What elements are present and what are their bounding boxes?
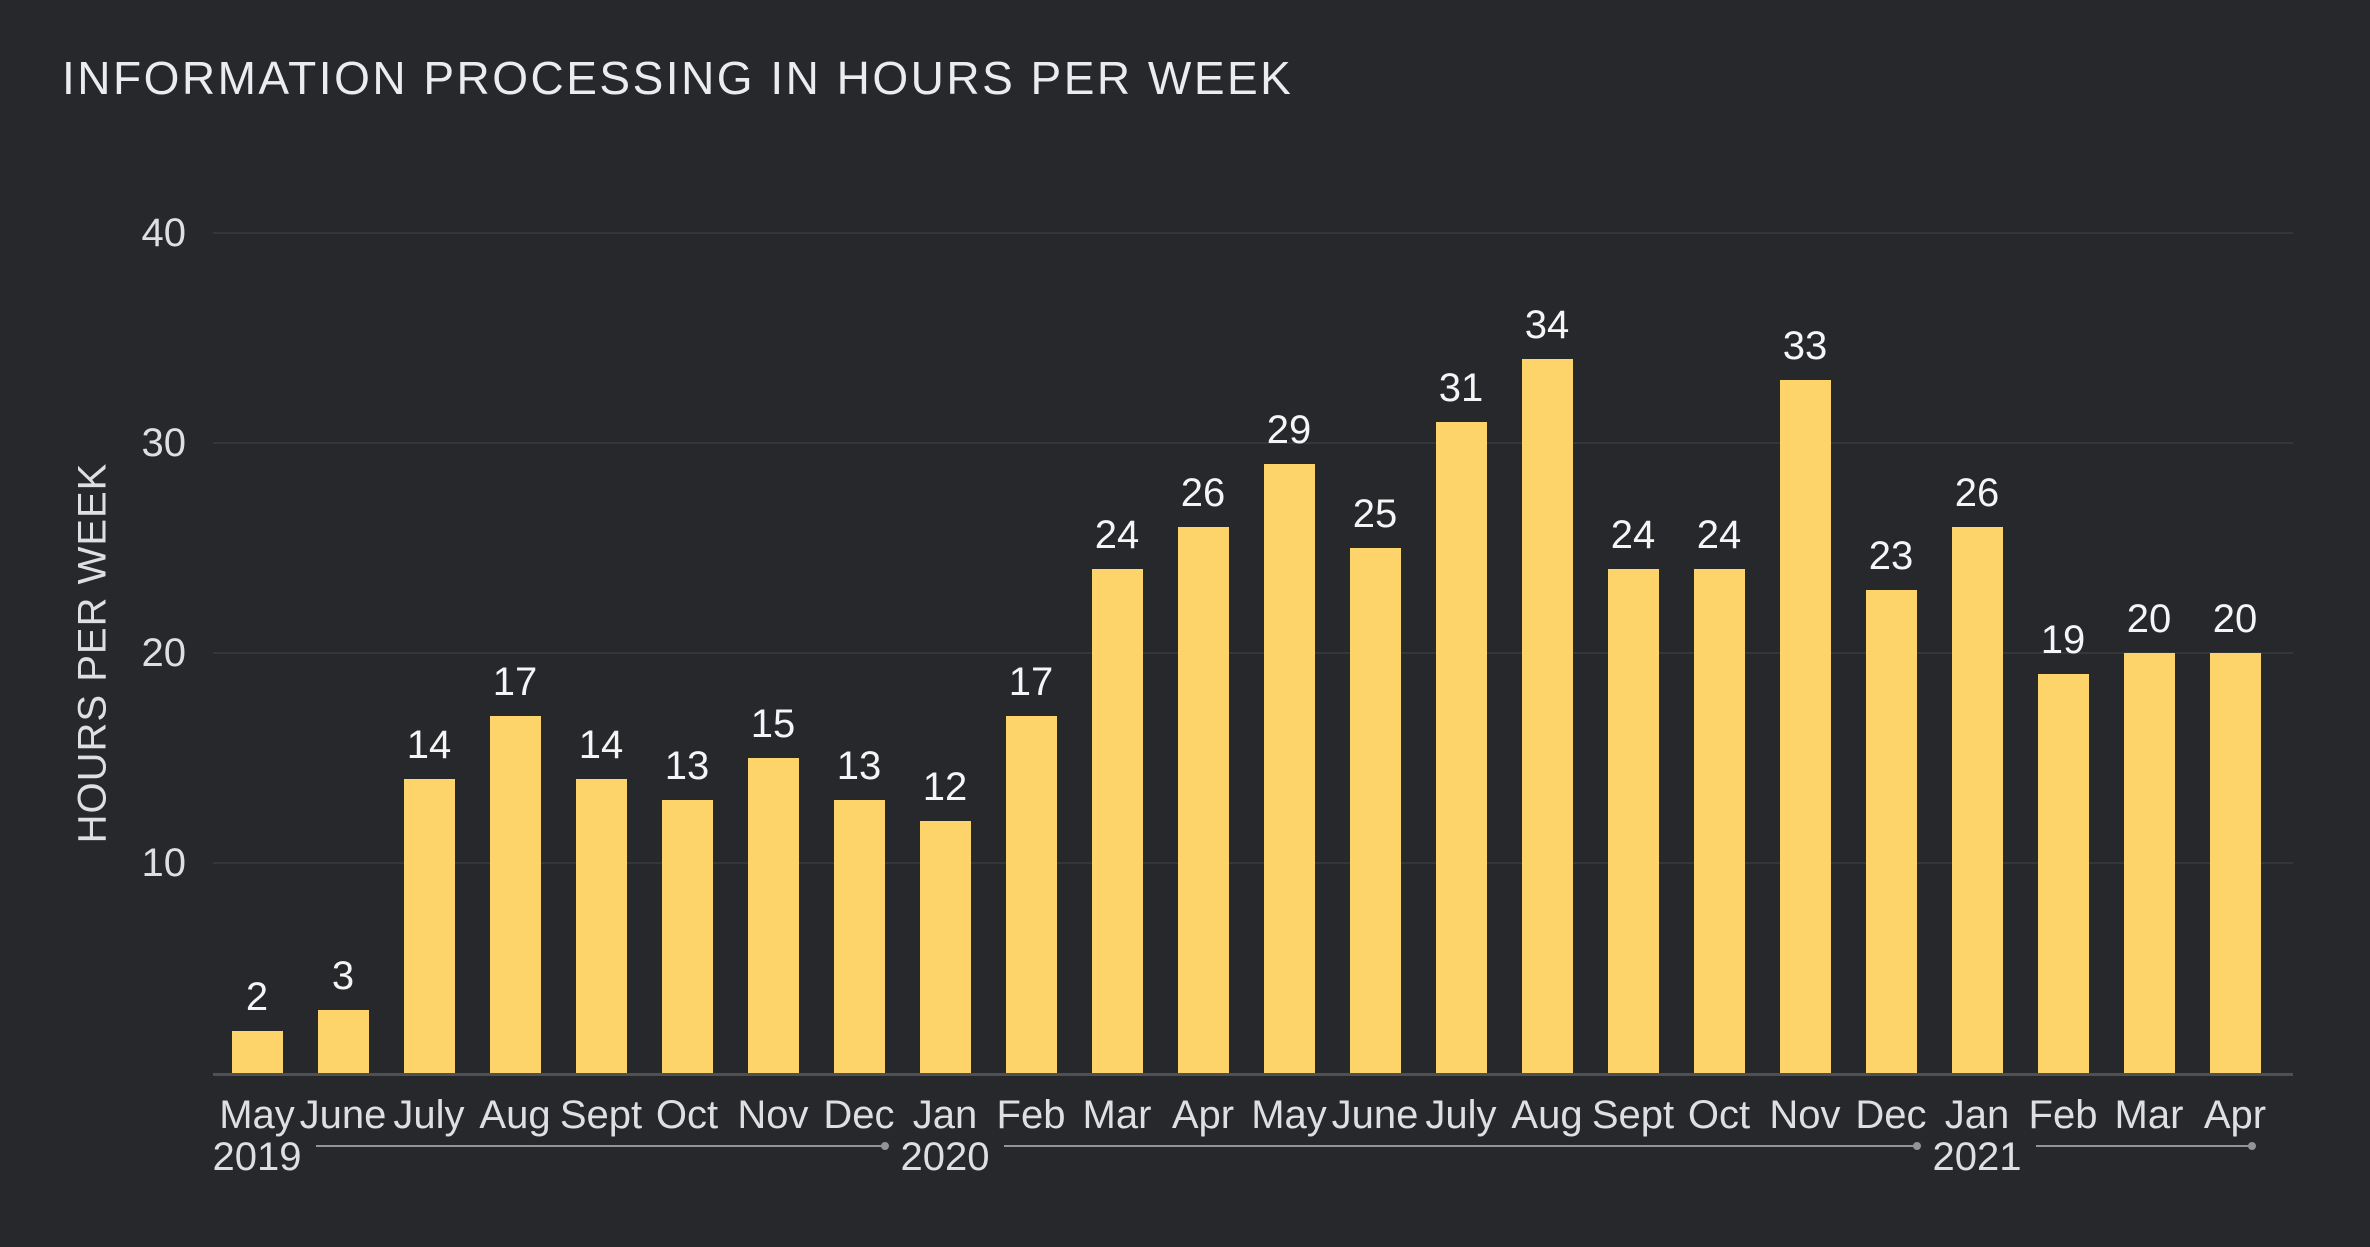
y-tick-label: 10 xyxy=(141,841,187,885)
bar-value-label: 14 xyxy=(578,723,624,767)
bar xyxy=(2209,653,2261,1073)
bar-value-label: 26 xyxy=(1954,471,2000,515)
bar xyxy=(575,779,627,1073)
month-tick-label: Apr xyxy=(2203,1093,2267,1137)
bar-value-label: 17 xyxy=(492,660,538,704)
year-label: 2019 xyxy=(212,1135,302,1179)
gridline xyxy=(213,442,2293,444)
year-connector-line xyxy=(316,1142,889,1150)
bar xyxy=(1435,422,1487,1073)
bar-value-label: 12 xyxy=(922,765,968,809)
year-label: 2020 xyxy=(900,1135,990,1179)
month-tick-label: Mar xyxy=(2114,1093,2184,1137)
bar xyxy=(1005,716,1057,1073)
month-tick-label: Nov xyxy=(1769,1093,1841,1137)
bar-value-label: 26 xyxy=(1180,471,1226,515)
gridline xyxy=(213,862,2293,864)
y-tick-label: 40 xyxy=(141,211,187,255)
bar-value-label: 3 xyxy=(331,954,355,998)
chart-title: INFORMATION PROCESSING IN HOURS PER WEEK xyxy=(62,52,1294,104)
bar xyxy=(1779,380,1831,1073)
month-tick-label: July xyxy=(1425,1093,1497,1137)
bar-value-label: 24 xyxy=(1696,513,1742,557)
bar-value-label: 15 xyxy=(750,702,796,746)
month-tick-label: Dec xyxy=(823,1093,895,1137)
bar-value-label: 20 xyxy=(2126,597,2172,641)
bar-value-label: 34 xyxy=(1524,303,1570,347)
month-tick-label: Apr xyxy=(1171,1093,1235,1137)
bar-value-label: 31 xyxy=(1438,366,1484,410)
bar-value-label: 25 xyxy=(1352,492,1398,536)
bar xyxy=(231,1031,283,1073)
year-connector-line xyxy=(2036,1142,2256,1150)
year-connector-line xyxy=(1004,1142,1921,1150)
month-tick-label: Sept xyxy=(1591,1093,1675,1137)
bar-value-label: 19 xyxy=(2040,618,2086,662)
month-tick-label: Jan xyxy=(1944,1093,2010,1137)
month-tick-label: Mar xyxy=(1082,1093,1152,1137)
bar-value-label: 13 xyxy=(664,744,710,788)
bar xyxy=(747,758,799,1073)
bar xyxy=(317,1010,369,1073)
bar-value-label: 13 xyxy=(836,744,882,788)
month-tick-label: Aug xyxy=(1511,1093,1583,1137)
bar xyxy=(1091,569,1143,1073)
month-tick-label: Oct xyxy=(655,1093,719,1137)
month-tick-label: July xyxy=(393,1093,465,1137)
bar xyxy=(2123,653,2175,1073)
month-tick-label: Nov xyxy=(737,1093,809,1137)
bar xyxy=(1693,569,1745,1073)
bar xyxy=(489,716,541,1073)
month-tick-label: Dec xyxy=(1855,1093,1927,1137)
year-label: 2021 xyxy=(1932,1135,2022,1179)
axis-baseline xyxy=(213,1073,2293,1076)
bar-value-label: 24 xyxy=(1094,513,1140,557)
bar-value-label: 23 xyxy=(1868,534,1914,578)
month-tick-label: May xyxy=(219,1093,295,1137)
month-tick-label: Jan xyxy=(912,1093,978,1137)
bar xyxy=(1865,590,1917,1073)
month-tick-label: Aug xyxy=(479,1093,551,1137)
bar-value-label: 24 xyxy=(1610,513,1656,557)
bar xyxy=(919,821,971,1073)
bar xyxy=(833,800,885,1073)
bar-value-label: 33 xyxy=(1782,324,1828,368)
bar-value-label: 17 xyxy=(1008,660,1054,704)
bar xyxy=(661,800,713,1073)
month-tick-label: Feb xyxy=(2028,1093,2098,1137)
bar-value-label: 29 xyxy=(1266,408,1312,452)
bar xyxy=(403,779,455,1073)
month-tick-label: June xyxy=(299,1093,387,1137)
bar xyxy=(1607,569,1659,1073)
bar xyxy=(1349,548,1401,1073)
bar xyxy=(2037,674,2089,1073)
y-tick-label: 30 xyxy=(141,421,187,465)
gridline xyxy=(213,652,2293,654)
bar-value-label: 20 xyxy=(2212,597,2258,641)
bar-value-label: 14 xyxy=(406,723,452,767)
bar xyxy=(1951,527,2003,1073)
bar-value-label: 2 xyxy=(245,975,269,1019)
bar xyxy=(1521,359,1573,1073)
y-tick-label: 20 xyxy=(141,631,187,675)
gridline xyxy=(213,232,2293,234)
month-tick-label: Oct xyxy=(1687,1093,1751,1137)
month-tick-label: May xyxy=(1251,1093,1327,1137)
month-tick-label: Sept xyxy=(559,1093,643,1137)
bar xyxy=(1263,464,1315,1073)
bar xyxy=(1177,527,1229,1073)
month-tick-label: June xyxy=(1331,1093,1419,1137)
month-tick-label: Feb xyxy=(996,1093,1066,1137)
